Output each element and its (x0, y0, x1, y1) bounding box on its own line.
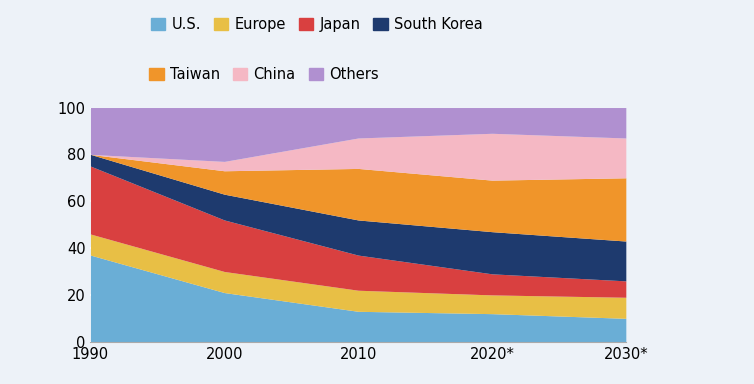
Legend: Taiwan, China, Others: Taiwan, China, Others (143, 61, 385, 88)
Legend: U.S., Europe, Japan, South Korea: U.S., Europe, Japan, South Korea (145, 11, 489, 38)
